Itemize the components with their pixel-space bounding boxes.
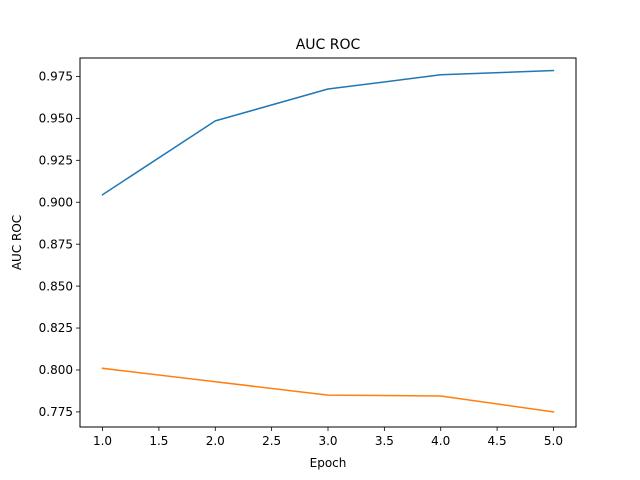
y-axis: 0.775 0.800 0.825 0.850 0.875 0.900 0.925 0.950… <box>39 70 80 419</box>
plot-frame <box>79 57 577 428</box>
x-tick-label: 3.5 <box>375 434 394 448</box>
x-tick-label: 4.0 <box>431 434 450 448</box>
y-tick-label: 0.825 <box>39 321 73 335</box>
y-tick-label: 0.800 <box>39 363 73 377</box>
series-line-2 <box>101 367 555 413</box>
y-axis-label: AUC ROC <box>10 215 24 270</box>
chart-title: AUC ROC <box>296 37 361 53</box>
x-axis: 1.0 1.5 2.0 2.5 3.0 3.5 4.0 4.5 5.0 <box>93 427 563 448</box>
x-tick-label: 5.0 <box>544 434 563 448</box>
x-tick-label: 1.0 <box>93 434 112 448</box>
y-tick-label: 0.900 <box>39 195 73 209</box>
y-tick-label: 0.875 <box>39 237 73 251</box>
x-axis-label: Epoch <box>310 456 347 470</box>
plot-area <box>101 69 555 413</box>
x-tick-label: 2.0 <box>206 434 225 448</box>
x-tick-label: 3.0 <box>318 434 337 448</box>
x-tick-label: 4.5 <box>488 434 507 448</box>
y-tick-label: 0.850 <box>39 279 73 293</box>
series-line-1 <box>101 69 555 196</box>
y-tick-label: 0.950 <box>39 112 73 126</box>
y-tick-label: 0.925 <box>39 154 73 168</box>
x-tick-label: 2.5 <box>262 434 281 448</box>
y-tick-label: 0.775 <box>39 405 73 419</box>
x-tick-label: 1.5 <box>149 434 168 448</box>
y-tick-label: 0.975 <box>39 70 73 84</box>
